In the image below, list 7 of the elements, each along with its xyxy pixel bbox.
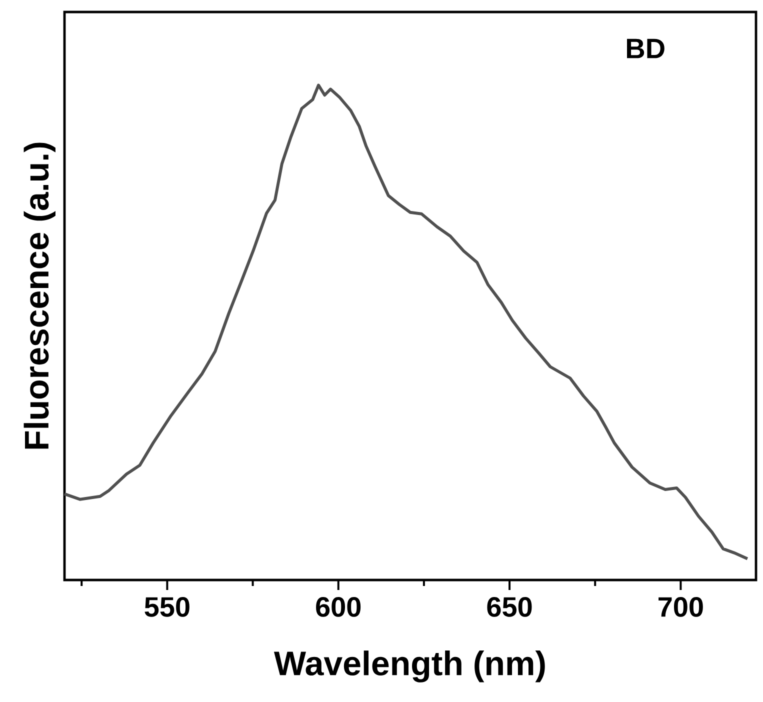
x-tick-label: 600: [316, 597, 361, 617]
y-axis-title: Fluorescence (a.u.): [24, 142, 56, 449]
x-tick-label: 700: [658, 597, 703, 617]
x-tick-label: 550: [144, 597, 190, 617]
x-tick-label: 650: [487, 597, 532, 617]
x-axis-title: Wavelength (nm): [274, 650, 545, 682]
text: BD: [627, 38, 664, 58]
